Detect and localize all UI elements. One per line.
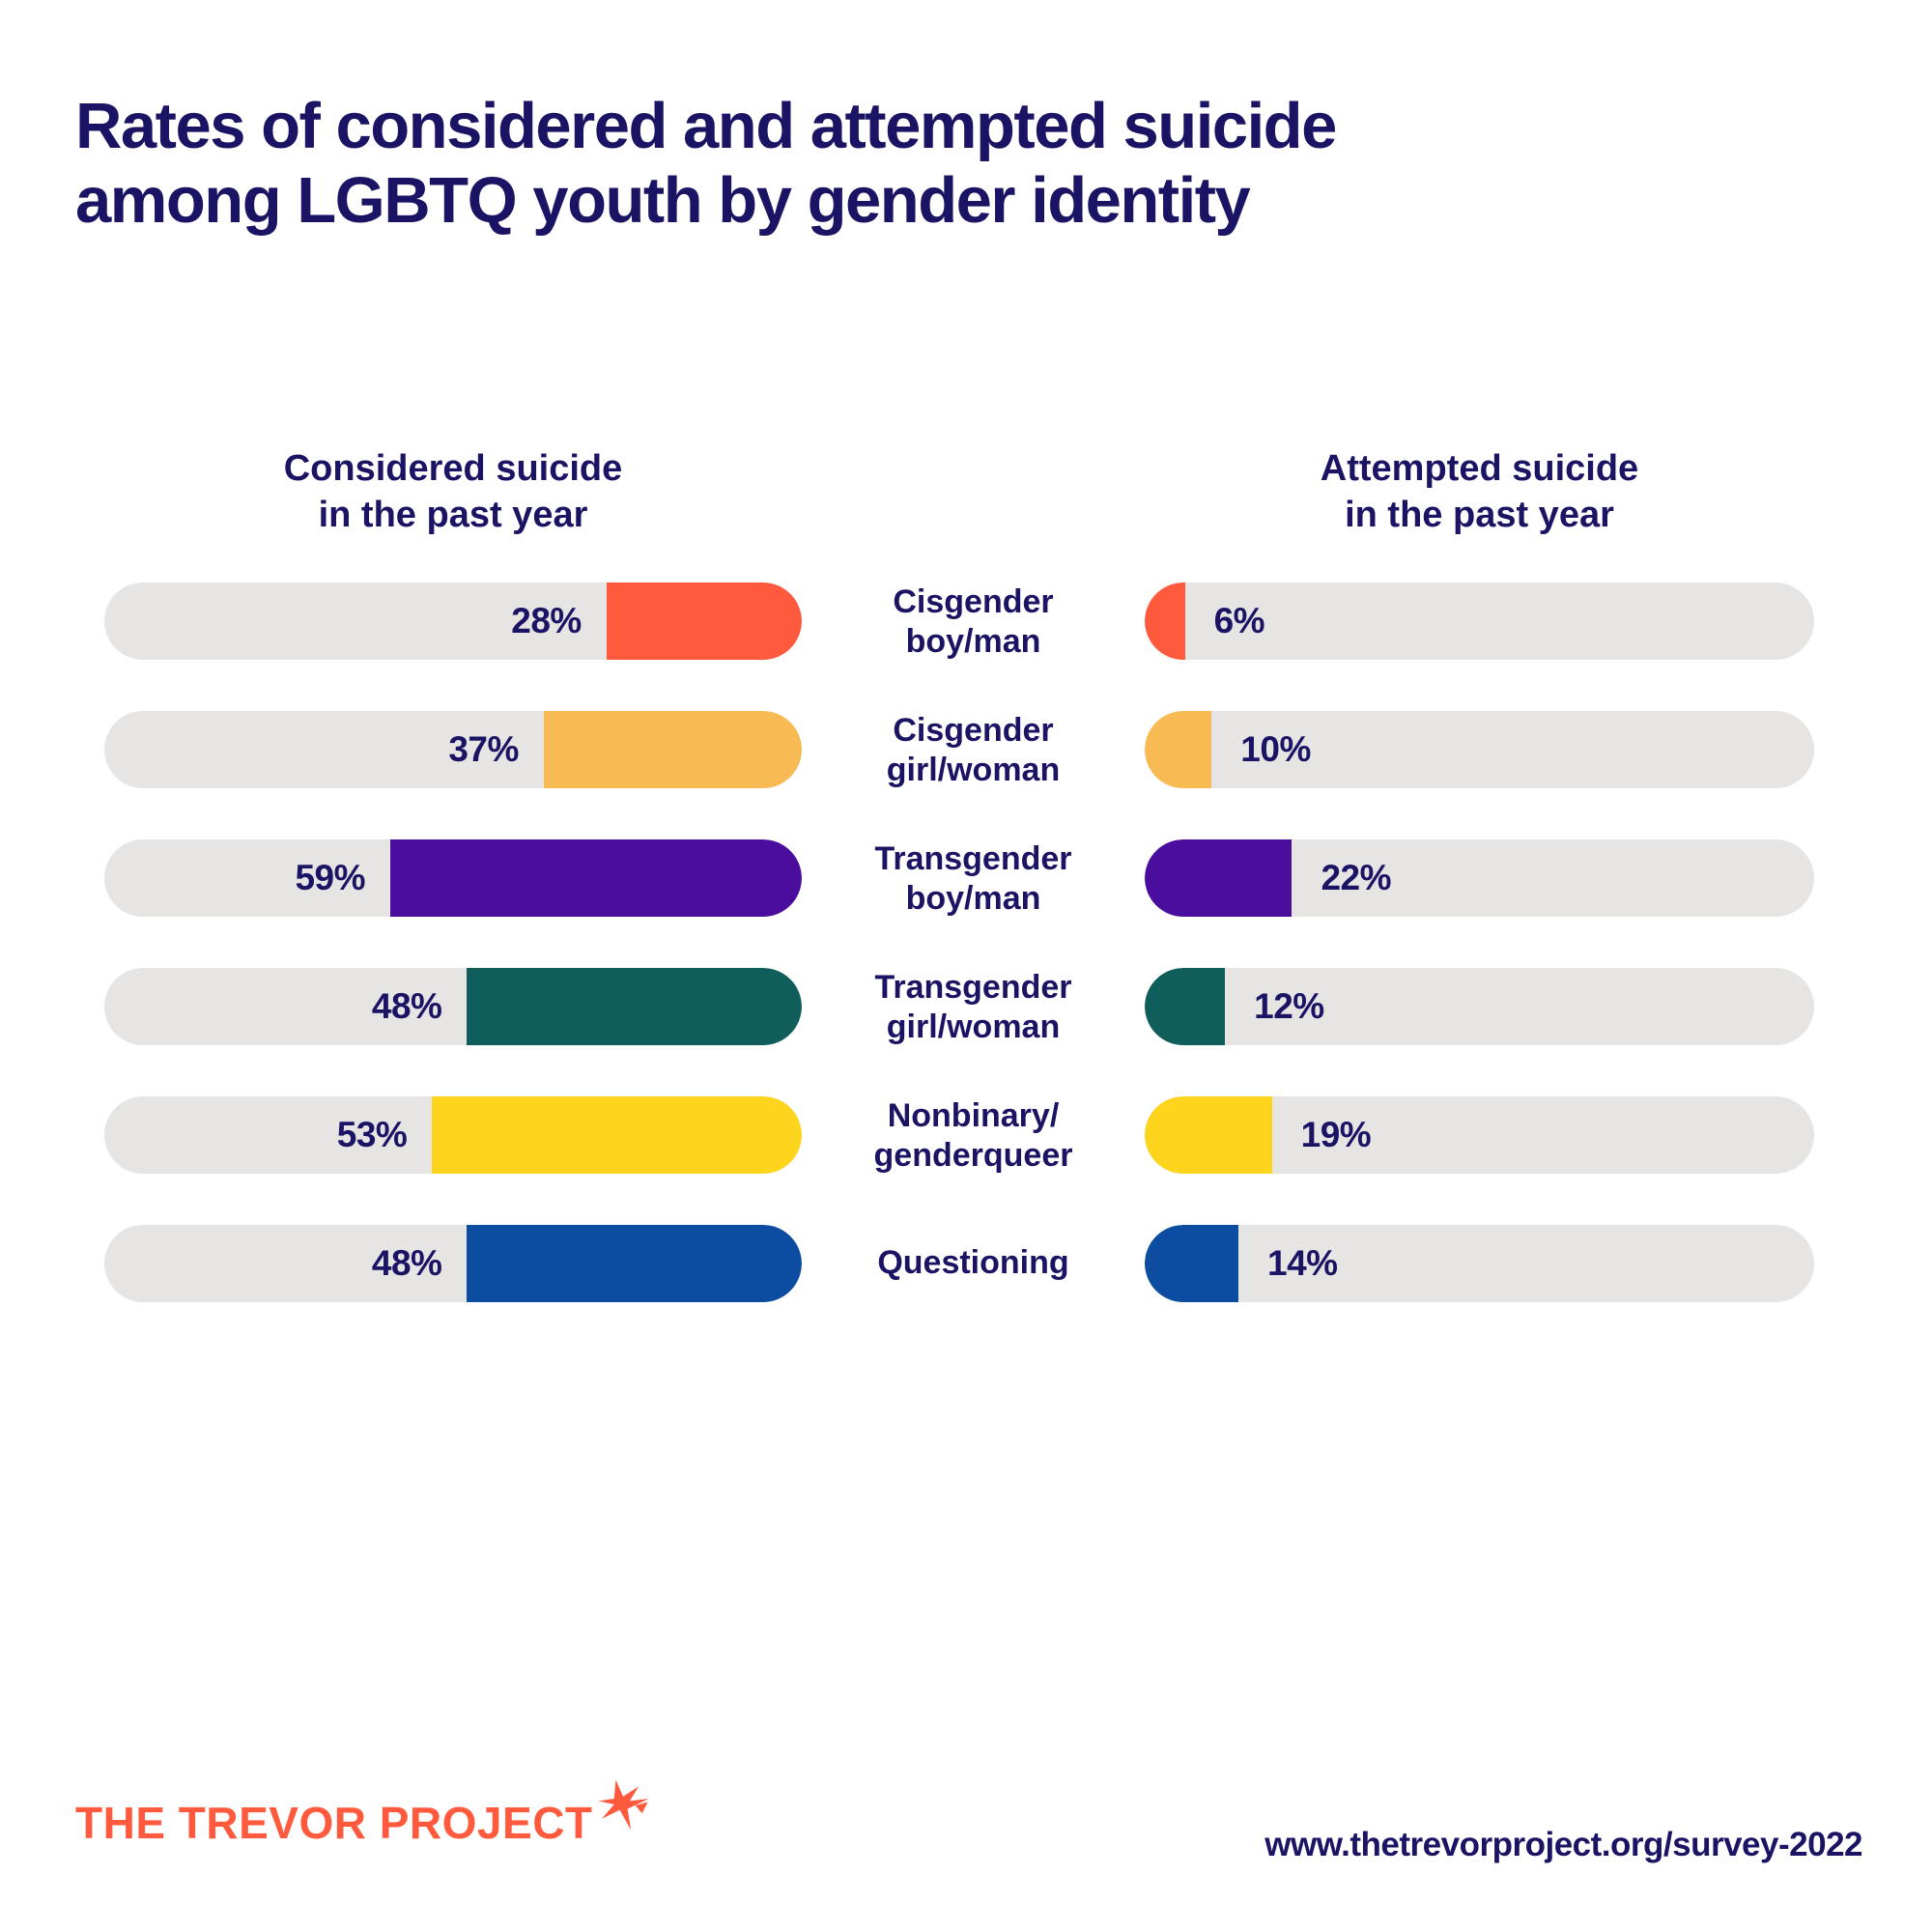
considered-bar-fill: [467, 967, 802, 1045]
category-label: Questioning: [877, 1243, 1069, 1281]
considered-column-header: Considered suicide in the past year: [283, 448, 623, 535]
category-label: Cisgender girl/woman: [886, 711, 1061, 789]
page-title: Rates of considered and attempted suicid…: [75, 90, 1337, 238]
header-spacer: [802, 446, 1145, 538]
attempted-bar-fill: [1145, 838, 1293, 917]
considered-bar-fill: [390, 838, 802, 917]
attempted-bar-fill: [1145, 710, 1212, 788]
attempted-bar-fill: [1145, 1224, 1239, 1302]
attempted-bar-track: 19%: [1145, 1095, 1814, 1174]
category-label: Transgender girl/woman: [874, 968, 1072, 1046]
chart-row: 48% Transgender girl/woman 12%: [0, 967, 1932, 1048]
attempted-value-label: 12%: [1254, 985, 1324, 1026]
column-headers: Considered suicide in the past year Atte…: [0, 446, 1932, 538]
considered-bar-track: 48%: [104, 1224, 802, 1302]
survey-url: www.thetrevorproject.org/survey-2022: [1264, 1826, 1862, 1863]
considered-value-label: 37%: [448, 728, 519, 769]
category-label: Nonbinary/ genderqueer: [873, 1096, 1073, 1175]
attempted-bar-track: 14%: [1145, 1224, 1814, 1302]
attempted-value-label: 10%: [1240, 728, 1311, 769]
logo-text: THE TREVOR PROJECT: [75, 1798, 593, 1848]
attempted-bar-fill: [1145, 582, 1185, 660]
attempted-bar-fill: [1145, 1095, 1272, 1174]
considered-bar-fill: [606, 582, 802, 660]
attempted-value-label: 22%: [1321, 857, 1392, 897]
rows: 28% Cisgender boy/man 6% 37% Cisgender g…: [0, 582, 1932, 1302]
considered-bar-fill: [432, 1095, 802, 1174]
considered-bar-fill: [543, 710, 802, 788]
trevor-project-logo: THE TREVOR PROJECT: [75, 1779, 651, 1849]
attempted-column-header: Attempted suicide in the past year: [1320, 448, 1639, 535]
attempted-value-label: 19%: [1300, 1114, 1372, 1154]
considered-bar-track: 53%: [104, 1095, 802, 1174]
attempted-bar-fill: [1145, 967, 1226, 1045]
attempted-value-label: 6%: [1213, 601, 1265, 640]
star-icon: [597, 1779, 649, 1831]
considered-value-label: 28%: [511, 601, 582, 640]
considered-value-label: 48%: [371, 1242, 442, 1283]
chart-row: 48% Questioning 14%: [0, 1224, 1932, 1302]
category-label: Cisgender boy/man: [893, 583, 1054, 661]
attempted-bar-track: 12%: [1145, 967, 1814, 1045]
chart-row: 37% Cisgender girl/woman 10%: [0, 710, 1932, 791]
considered-value-label: 59%: [295, 857, 366, 897]
attempted-bar-track: 22%: [1145, 838, 1814, 917]
attempted-bar-track: 6%: [1145, 582, 1814, 660]
considered-bar-track: 48%: [104, 967, 802, 1045]
chart: Considered suicide in the past year Atte…: [0, 446, 1932, 1302]
footer: THE TREVOR PROJECT www.thetrevorproject.…: [75, 1779, 1862, 1864]
chart-row: 59% Transgender boy/man 22%: [0, 838, 1932, 920]
considered-value-label: 48%: [371, 985, 442, 1026]
category-label: Transgender boy/man: [874, 839, 1072, 918]
considered-value-label: 53%: [336, 1114, 408, 1154]
attempted-value-label: 14%: [1267, 1242, 1338, 1283]
chart-row: 28% Cisgender boy/man 6%: [0, 582, 1932, 663]
considered-bar-track: 37%: [104, 710, 802, 788]
considered-bar-track: 59%: [104, 838, 802, 917]
considered-bar-fill: [467, 1224, 802, 1302]
attempted-bar-track: 10%: [1145, 710, 1814, 788]
considered-bar-track: 28%: [104, 582, 802, 660]
chart-row: 53% Nonbinary/ genderqueer 19%: [0, 1095, 1932, 1177]
